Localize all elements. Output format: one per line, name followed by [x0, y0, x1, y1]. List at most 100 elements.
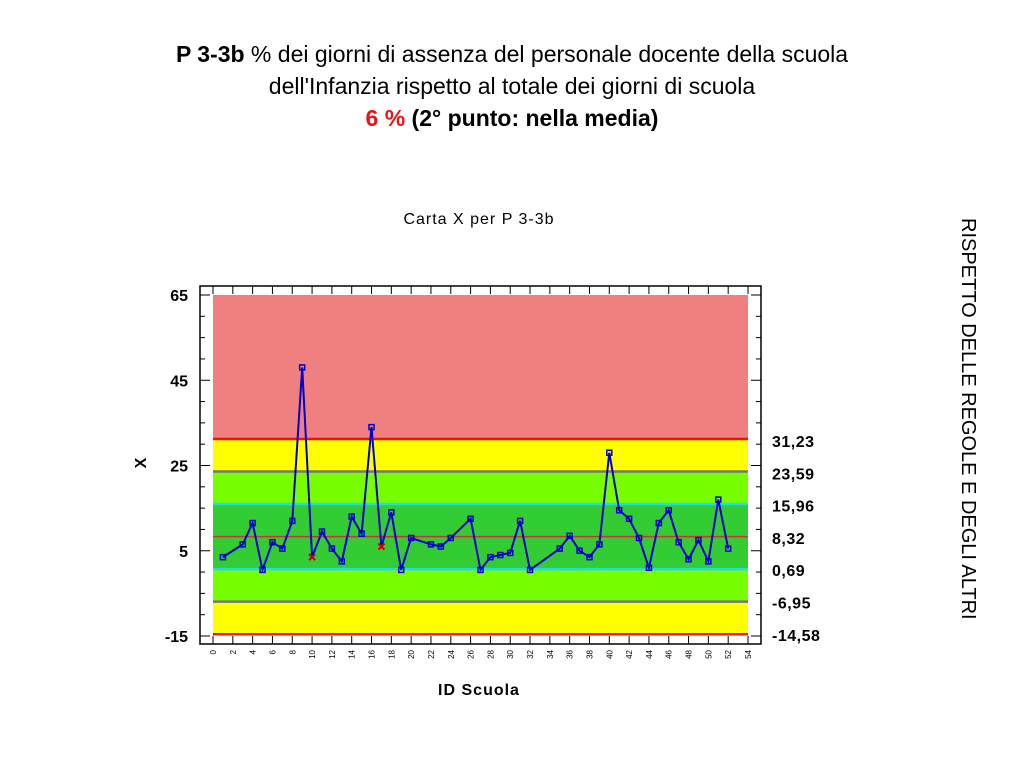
- x-tick-label: 0: [209, 649, 218, 654]
- data-point: [358, 530, 365, 537]
- data-point: [506, 549, 514, 557]
- x-tick-label: 6: [268, 649, 277, 654]
- data-point: [596, 541, 603, 548]
- y-tick-label: 45: [170, 373, 188, 390]
- title-line-1: P 3-3b % dei giorni di assenza del perso…: [0, 38, 1024, 70]
- data-point: [705, 558, 712, 565]
- data-point: [259, 566, 266, 574]
- series-line: [222, 367, 730, 574]
- data-point: [715, 496, 722, 503]
- data-point: [487, 553, 494, 561]
- data-point: [397, 566, 405, 574]
- x-tick-label: 22: [427, 649, 436, 658]
- out-of-control-mark: [377, 542, 386, 551]
- x-tick-label: 46: [665, 649, 674, 658]
- data-point: [566, 532, 573, 540]
- data-point: [685, 556, 692, 563]
- x-tick-label: 30: [506, 649, 515, 658]
- data-point: [239, 541, 246, 548]
- x-tick-label: 54: [744, 649, 753, 658]
- x-tick-label: 18: [387, 649, 396, 658]
- value-note: (2° punto: nella media): [405, 105, 659, 131]
- data-point: [665, 507, 672, 514]
- x-tick-label: 12: [328, 649, 337, 658]
- title-line-2: dell'Infanzia rispetto al totale dei gio…: [268, 73, 756, 99]
- x-tick-label: 32: [526, 649, 535, 658]
- slide-title: P 3-3b % dei giorni di assenza del perso…: [0, 38, 1024, 134]
- data-point: [497, 551, 504, 559]
- x-tick-label: 10: [308, 649, 317, 658]
- data-point: [318, 528, 326, 535]
- data-point: [407, 534, 415, 542]
- x-tick-label: 40: [605, 649, 614, 658]
- out-of-control-zone: [213, 295, 748, 439]
- chart-title: Carta X per P 3-3b: [403, 211, 554, 228]
- data-point: [655, 519, 663, 527]
- y-tick-label: -15: [165, 629, 188, 646]
- data-point: [576, 547, 583, 554]
- data-point: [526, 566, 534, 574]
- x-tick-label: 28: [486, 649, 495, 658]
- data-point: [289, 517, 296, 525]
- limit-value-labels: 31,23 23,59 15,96 8,32 0,69 -6,95 -14,58: [772, 434, 820, 645]
- x-tick-label: 24: [447, 649, 456, 658]
- data-point: [298, 364, 306, 371]
- data-point: [615, 507, 623, 514]
- data-point: [625, 515, 633, 523]
- y-axis: 65 45 25 5 -15: [165, 288, 761, 646]
- data-point: [675, 538, 682, 546]
- data-point: [695, 536, 702, 544]
- limit-value-label: -14,58: [772, 628, 820, 645]
- data-point: [249, 519, 256, 527]
- data-point: [348, 513, 355, 520]
- x-tick-label: 20: [407, 649, 416, 658]
- y-tick-label: 25: [170, 459, 188, 476]
- title-line-3: 6 % (2° punto: nella media): [0, 102, 1024, 134]
- limit-value-label: 8,32: [772, 531, 805, 548]
- y-tick-label: 65: [170, 288, 188, 305]
- data-point: [586, 553, 593, 561]
- x-tick-label: 50: [704, 649, 713, 658]
- title-description: % dei giorni di assenza del personale do…: [244, 41, 849, 67]
- limit-value-label: 31,23: [772, 434, 815, 451]
- data-point: [516, 517, 524, 525]
- out-of-control-point: [308, 553, 316, 561]
- x-tick-label: 4: [249, 649, 258, 654]
- limit-value-label: 15,96: [772, 499, 815, 516]
- x-tick-label: 44: [645, 649, 654, 658]
- data-point: [467, 515, 474, 523]
- data-point: [388, 509, 395, 516]
- data-point: [645, 564, 653, 572]
- data-point: [279, 545, 286, 552]
- data-point: [427, 541, 435, 548]
- data-point: [477, 566, 484, 574]
- data-point: [338, 558, 346, 565]
- out-of-control-point: [377, 542, 386, 551]
- x-axis-label: ID Scuola: [438, 682, 520, 699]
- x-tick-label: 34: [546, 649, 555, 658]
- data-point: [368, 423, 375, 431]
- data-point: [724, 545, 732, 552]
- x-tick-label: 16: [368, 649, 377, 658]
- out-of-control-mark: [308, 553, 316, 561]
- data-point: [606, 449, 613, 456]
- data-point: [447, 534, 455, 542]
- x-tick-label: 38: [585, 649, 594, 658]
- data-point: [556, 545, 564, 552]
- data-point: [219, 553, 227, 561]
- y-tick-label: 5: [179, 544, 188, 561]
- x-axis: 0 2 4 6 8 10 12 14 16 18 20 22 24 26 28 30 32 34 36 38 40 42 4…: [209, 286, 753, 659]
- x-tick-label: 8: [288, 649, 297, 654]
- data-point: [437, 543, 445, 550]
- limit-value-label: -6,95: [772, 596, 811, 613]
- data-series: [219, 364, 732, 574]
- data-point: [328, 545, 336, 552]
- x-tick-label: 48: [685, 649, 694, 658]
- value-highlight: 6 %: [365, 105, 406, 131]
- x-tick-label: 14: [348, 649, 357, 658]
- indicator-code: P 3-3b: [175, 41, 245, 67]
- data-point: [635, 534, 643, 542]
- limit-value-label: 0,69: [772, 563, 805, 580]
- side-note: RISPETTO DELLE REGOLE E DEGLI ALTRI: [957, 218, 979, 620]
